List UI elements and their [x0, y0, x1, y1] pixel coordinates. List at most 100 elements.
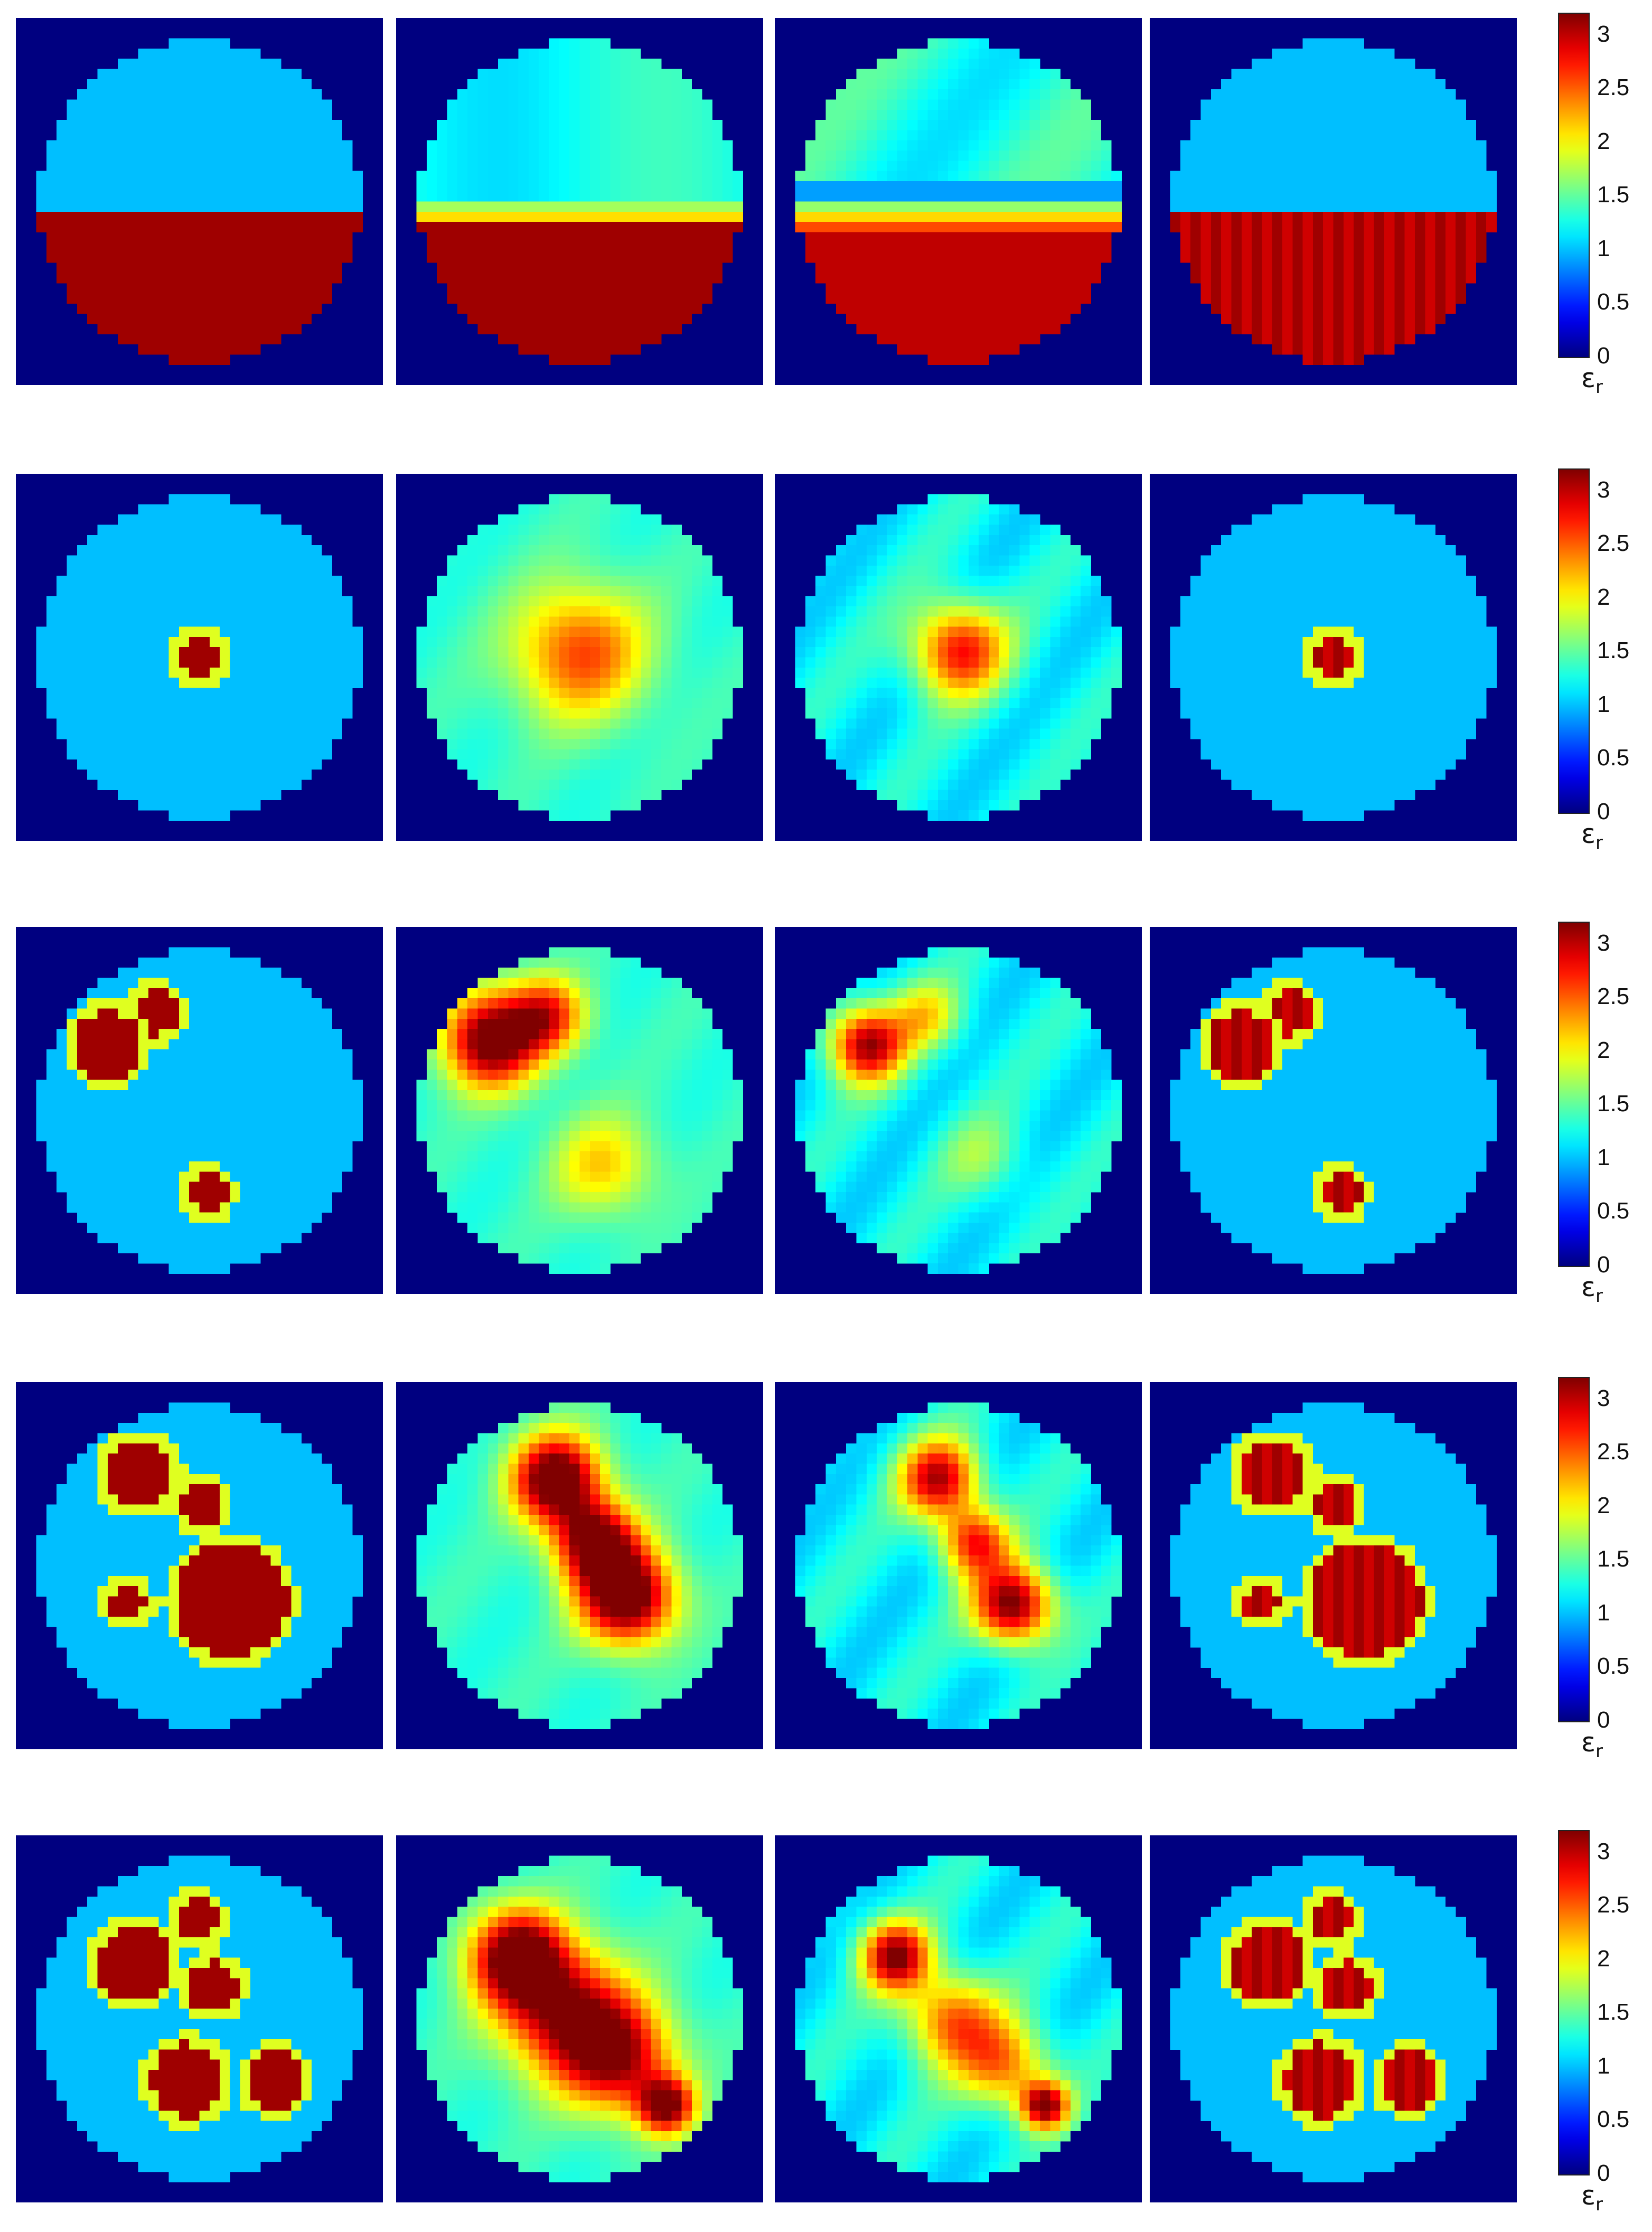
heatmap-cell	[518, 800, 529, 811]
heatmap-cell	[702, 606, 712, 617]
heatmap-cell	[107, 688, 118, 699]
heatmap-cell	[569, 201, 580, 212]
heatmap-cell	[836, 191, 847, 202]
heatmap-cell	[342, 161, 353, 171]
heatmap-cell	[1302, 130, 1313, 141]
heatmap-cell	[1241, 171, 1252, 182]
heatmap-cell	[702, 576, 712, 586]
heatmap-cell	[1394, 120, 1405, 130]
heatmap-cell	[240, 698, 251, 709]
heatmap-cell	[1019, 150, 1030, 161]
heatmap-cell	[1364, 140, 1375, 151]
heatmap-cell	[1019, 303, 1030, 314]
heatmap-cell	[311, 89, 322, 100]
heatmap-cell	[168, 191, 180, 202]
heatmap-cell	[559, 534, 570, 546]
heatmap-cell	[118, 626, 128, 637]
heatmap-cell	[1414, 181, 1425, 192]
heatmap-cell	[138, 79, 149, 90]
heatmap-cell	[1476, 211, 1487, 222]
heatmap-cell	[846, 150, 857, 161]
heatmap-cell	[168, 69, 180, 80]
heatmap-cell	[528, 252, 539, 263]
heatmap-cell	[1241, 161, 1252, 171]
heatmap-cell	[1272, 161, 1283, 171]
heatmap-cell	[569, 242, 580, 253]
heatmap-cell	[948, 514, 959, 525]
heatmap-cell	[240, 657, 251, 668]
heatmap-cell	[97, 79, 108, 90]
heatmap-cell	[1425, 120, 1435, 130]
heatmap-cell	[907, 524, 918, 536]
heatmap-cell	[148, 262, 159, 274]
heatmap-cell	[907, 222, 918, 232]
heatmap-cell	[97, 191, 108, 202]
heatmap-cell	[260, 576, 271, 586]
heatmap-cell	[498, 293, 509, 304]
heatmap-cell	[702, 698, 712, 709]
heatmap-cell	[487, 161, 499, 171]
heatmap-cell	[457, 626, 468, 637]
heatmap-cell	[610, 576, 621, 586]
heatmap-cell	[467, 555, 478, 566]
heatmap-cell	[671, 738, 682, 749]
heatmap-cell	[230, 769, 241, 780]
heatmap-cell	[260, 232, 271, 243]
heatmap-cell	[712, 657, 723, 668]
heatmap-cell	[467, 273, 478, 284]
heatmap-cell	[610, 181, 621, 192]
heatmap-cell	[1029, 545, 1040, 556]
heatmap-cell	[1292, 130, 1303, 141]
heatmap-cell	[158, 790, 169, 801]
heatmap-cell	[1009, 334, 1020, 345]
heatmap-cell	[712, 626, 723, 637]
heatmap-cell	[77, 140, 88, 151]
heatmap-cell	[1364, 181, 1375, 192]
heatmap-cell	[651, 626, 662, 637]
heatmap-cell	[907, 242, 918, 253]
heatmap-cell	[979, 191, 989, 202]
heatmap-cell	[1364, 242, 1375, 253]
heatmap-cell	[508, 140, 519, 151]
heatmap-cell	[671, 150, 682, 161]
heatmap-cell	[1384, 222, 1395, 232]
heatmap-cell	[508, 738, 519, 749]
heatmap-cell	[661, 303, 672, 314]
heatmap-cell	[220, 738, 230, 749]
heatmap-cell	[589, 313, 600, 324]
heatmap-cell	[1354, 140, 1364, 151]
heatmap-cell	[498, 514, 509, 525]
heatmap-cell	[138, 181, 149, 192]
heatmap-cell	[158, 534, 169, 546]
heatmap-cell	[589, 780, 600, 790]
heatmap-cell	[1364, 69, 1375, 80]
heatmap-cell	[1252, 232, 1262, 243]
heatmap-cell	[518, 89, 529, 100]
heatmap-cell	[1210, 161, 1222, 171]
heatmap-cell	[138, 616, 149, 627]
heatmap-cell	[67, 293, 78, 304]
heatmap-cell	[539, 171, 549, 182]
heatmap-cell	[518, 99, 529, 110]
heatmap-cell	[1200, 211, 1212, 222]
heatmap-cell	[168, 708, 180, 719]
heatmap-cell	[999, 120, 1010, 130]
heatmap-cell	[498, 565, 509, 576]
heatmap-r1c4	[1150, 18, 1517, 385]
heatmap-cell	[528, 708, 539, 719]
heatmap-cell	[968, 504, 979, 515]
heatmap-cell	[661, 636, 672, 648]
heatmap-cell	[508, 749, 519, 759]
heatmap-cell	[57, 140, 67, 151]
heatmap-cell	[291, 232, 302, 243]
heatmap-cell	[199, 211, 210, 222]
heatmap-cell	[631, 273, 641, 284]
heatmap-cell	[937, 586, 949, 597]
heatmap-cell	[641, 586, 652, 597]
heatmap-cell	[487, 222, 499, 232]
heatmap-cell	[979, 140, 989, 151]
heatmap-cell	[907, 555, 918, 566]
heatmap-cell	[600, 606, 611, 617]
heatmap-cell	[937, 555, 949, 566]
heatmap-cell	[671, 211, 682, 222]
